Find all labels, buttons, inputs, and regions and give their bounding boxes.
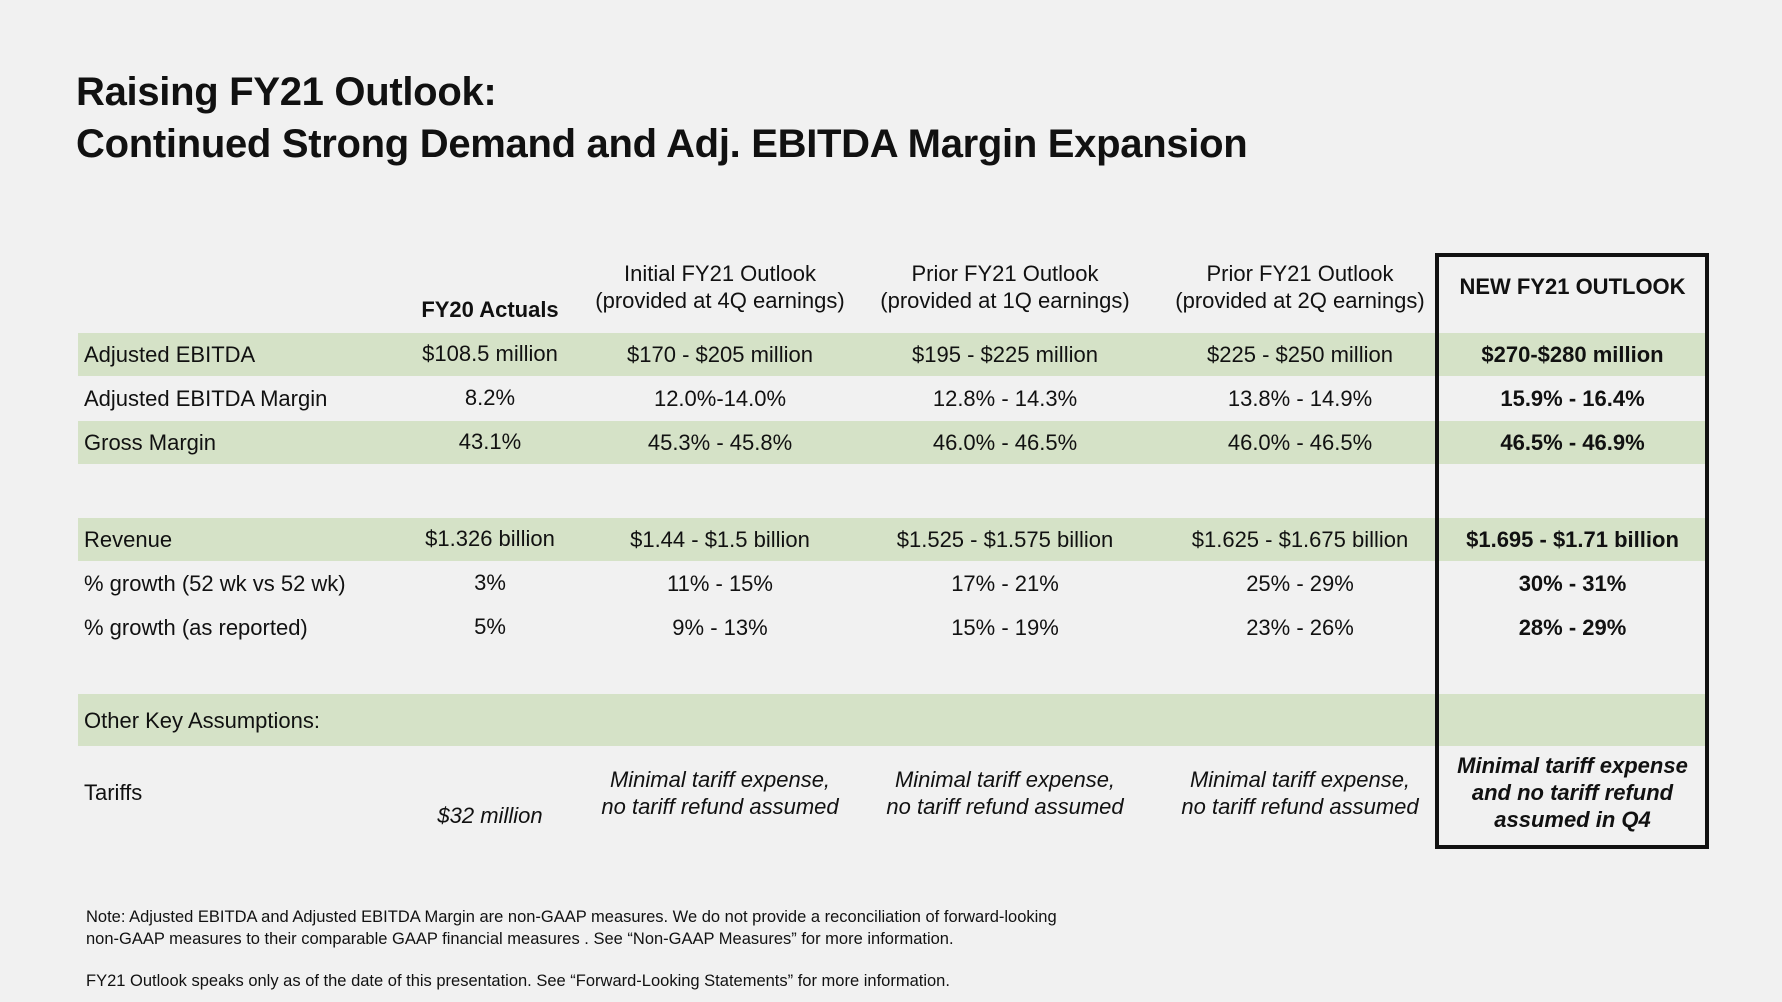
cell-growth-52wk-fy20: 3%: [474, 570, 506, 595]
row-label-gross-margin: Gross Margin: [84, 430, 217, 455]
cell-growth-52wk-initial: 11% - 15%: [667, 571, 773, 596]
cell-growth-reported-prior2: 23% - 26%: [1246, 615, 1354, 640]
cell-tariffs-prior1-line1: Minimal tariff expense,: [894, 767, 1116, 792]
cell-ebitda-prior1: $195 - $225 million: [912, 342, 1098, 367]
band-revenue: [78, 518, 1705, 561]
cell-gross-margin-fy20: 43.1%: [458, 429, 522, 454]
cell-growth-52wk-prior2: 25% - 29%: [1246, 571, 1354, 596]
band-gross-margin: [78, 421, 1705, 464]
cell-tariffs-prior2-line2: no tariff refund assumed: [1181, 794, 1419, 819]
cell-tariffs-initial-line2: no tariff refund assumed: [601, 794, 839, 819]
header-prior2-line2: (provided at 2Q earnings): [1175, 288, 1425, 313]
cell-tariffs-fy20: $32 million: [437, 803, 543, 828]
header-prior1-line2: (provided at 1Q earnings): [880, 288, 1130, 313]
row-label-other-assumptions: Other Key Assumptions:: [84, 708, 320, 733]
cell-ebitda-initial: $170 - $205 million: [627, 342, 813, 367]
cell-tariffs-initial-line1: Minimal tariff expense,: [609, 767, 831, 792]
cell-revenue-prior2: $1.625 - $1.675 billion: [1191, 527, 1409, 552]
cell-tariffs-new-line1: Minimal tariff expense: [1457, 753, 1688, 778]
cell-tariffs-prior2-line1: Minimal tariff expense,: [1189, 767, 1411, 792]
cell-gross-margin-prior2: 46.0% - 46.5%: [1227, 430, 1373, 455]
title-line-2: Continued Strong Demand and Adj. EBITDA …: [76, 122, 1248, 166]
header-new-outlook: NEW FY21 OUTLOOK: [1459, 274, 1686, 299]
cell-growth-reported-initial: 9% - 13%: [672, 615, 768, 640]
cell-gross-margin-new: 46.5% - 46.9%: [1500, 430, 1645, 455]
row-label-growth-52wk: % growth (52 wk vs 52 wk): [84, 571, 346, 596]
cell-revenue-new: $1.695 - $1.71 billion: [1466, 527, 1679, 552]
cell-ebitda-margin-fy20: 8.2%: [464, 385, 516, 410]
band-other-assumptions: [78, 694, 1705, 746]
row-label-adjusted-ebitda: Adjusted EBITDA: [84, 342, 256, 367]
cell-ebitda-margin-prior1: 12.8% - 14.3%: [932, 386, 1078, 411]
row-label-tariffs: Tariffs: [84, 780, 143, 805]
cell-ebitda-margin-prior2: 13.8% - 14.9%: [1227, 386, 1373, 411]
cell-growth-reported-fy20: 5%: [474, 614, 506, 639]
cell-ebitda-prior2: $225 - $250 million: [1207, 342, 1393, 367]
cell-growth-reported-prior1: 15% - 19%: [951, 615, 1059, 640]
header-initial-line2: (provided at 4Q earnings): [595, 288, 845, 313]
header-initial-line1: Initial FY21 Outlook: [624, 261, 816, 286]
row-label-revenue: Revenue: [84, 527, 173, 552]
cell-gross-margin-prior1: 46.0% - 46.5%: [932, 430, 1078, 455]
header-prior2-line1: Prior FY21 Outlook: [1206, 261, 1394, 286]
cell-ebitda-new: $270-$280 million: [1481, 342, 1664, 367]
page-title: Raising FY21 Outlook: Continued Strong D…: [76, 66, 1248, 170]
title-line-1: Raising FY21 Outlook:: [76, 70, 497, 114]
header-fy20-actuals: FY20 Actuals: [421, 297, 559, 322]
cell-tariffs-new-line2: and no tariff refund: [1471, 780, 1674, 805]
band-ebitda: [78, 333, 1705, 376]
cell-ebitda-margin-initial: 12.0%-14.0%: [653, 386, 787, 411]
cell-growth-52wk-new: 30% - 31%: [1518, 571, 1627, 596]
cell-tariffs-prior1-line2: no tariff refund assumed: [886, 794, 1124, 819]
cell-revenue-prior1: $1.525 - $1.575 billion: [896, 527, 1114, 552]
new-outlook-highlight-box: [1435, 253, 1709, 849]
note-line-2: non-GAAP measures to their comparable GA…: [86, 930, 954, 948]
cell-growth-52wk-prior1: 17% - 21%: [951, 571, 1059, 596]
cell-ebitda-fy20: $108.5 million: [422, 341, 558, 366]
cell-tariffs-new-line3: assumed in Q4: [1494, 807, 1651, 832]
note-line-1: Note: Adjusted EBITDA and Adjusted EBITD…: [86, 908, 1057, 926]
cell-ebitda-margin-new: 15.9% - 16.4%: [1500, 386, 1645, 411]
note-line-3: FY21 Outlook speaks only as of the date …: [86, 972, 950, 990]
header-prior1-line1: Prior FY21 Outlook: [911, 261, 1099, 286]
row-label-growth-reported: % growth (as reported): [84, 615, 308, 640]
cell-revenue-fy20: $1.326 billion: [425, 526, 555, 551]
cell-gross-margin-initial: 45.3% - 45.8%: [647, 430, 793, 455]
cell-revenue-initial: $1.44 - $1.5 billion: [630, 527, 810, 552]
row-label-adjusted-ebitda-margin: Adjusted EBITDA Margin: [84, 386, 328, 411]
cell-growth-reported-new: 28% - 29%: [1518, 615, 1627, 640]
